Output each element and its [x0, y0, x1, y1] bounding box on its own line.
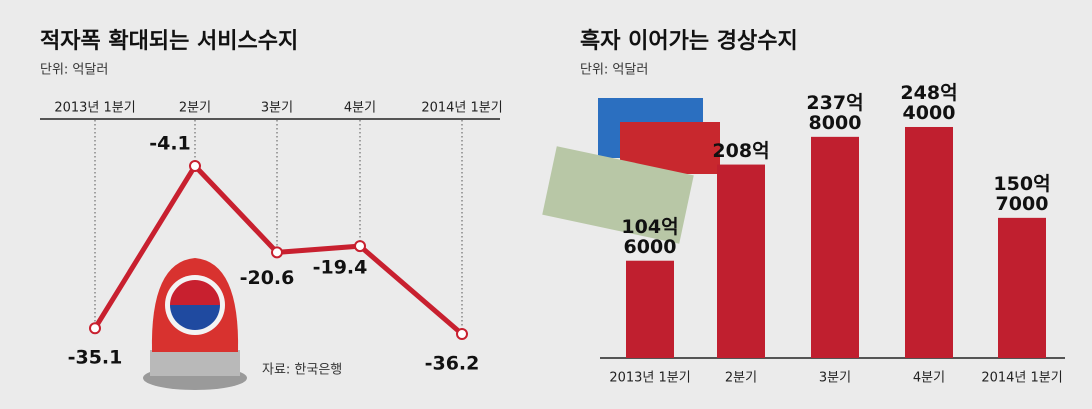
value-label: -35.1 — [68, 347, 123, 369]
x-tick-label: 4분기 — [344, 101, 376, 116]
point — [456, 328, 468, 340]
value-label: 150억 7000 — [993, 172, 1051, 215]
value-label: -36.2 — [425, 353, 480, 375]
bar — [717, 164, 765, 358]
x-tick-label: 2013년 1분기 — [609, 371, 690, 386]
point — [271, 246, 283, 259]
bar — [998, 217, 1046, 358]
bar — [905, 126, 953, 358]
x-tick-label: 3분기 — [819, 371, 851, 386]
point — [354, 240, 366, 253]
value-label: 208억 — [712, 139, 770, 162]
bar — [626, 260, 674, 358]
siren — [143, 258, 247, 390]
x-tick-label: 4분기 — [913, 371, 945, 386]
x-tick-label: 2분기 — [179, 101, 211, 116]
x-tick-label: 2014년 1분기 — [421, 101, 502, 116]
x-tick-label: 3분기 — [261, 101, 293, 116]
bar — [811, 136, 859, 358]
chart-subtitle: 단위: 억달러 — [40, 63, 108, 78]
value-label: 237억 8000 — [806, 91, 864, 134]
x-tick-label: 2013년 1분기 — [54, 101, 135, 116]
chart-title: 적자폭 확대되는 서비스수지 — [40, 29, 298, 54]
chart-title: 흑자 이어가는 경상수지 — [580, 29, 798, 54]
value-label: 104억 6000 — [621, 215, 679, 258]
value-label: 248억 4000 — [900, 81, 958, 124]
value-label: -4.1 — [149, 133, 191, 155]
x-tick-label: 2014년 1분기 — [981, 371, 1062, 386]
chart-subtitle: 단위: 억달러 — [580, 63, 648, 78]
money-container — [542, 98, 720, 244]
source-note: 자료: 한국은행 — [262, 362, 342, 378]
point — [89, 322, 101, 335]
value-label: -19.4 — [313, 257, 368, 279]
point — [189, 160, 201, 172]
value-label: -20.6 — [240, 267, 295, 289]
x-tick-label: 2분기 — [725, 371, 757, 386]
